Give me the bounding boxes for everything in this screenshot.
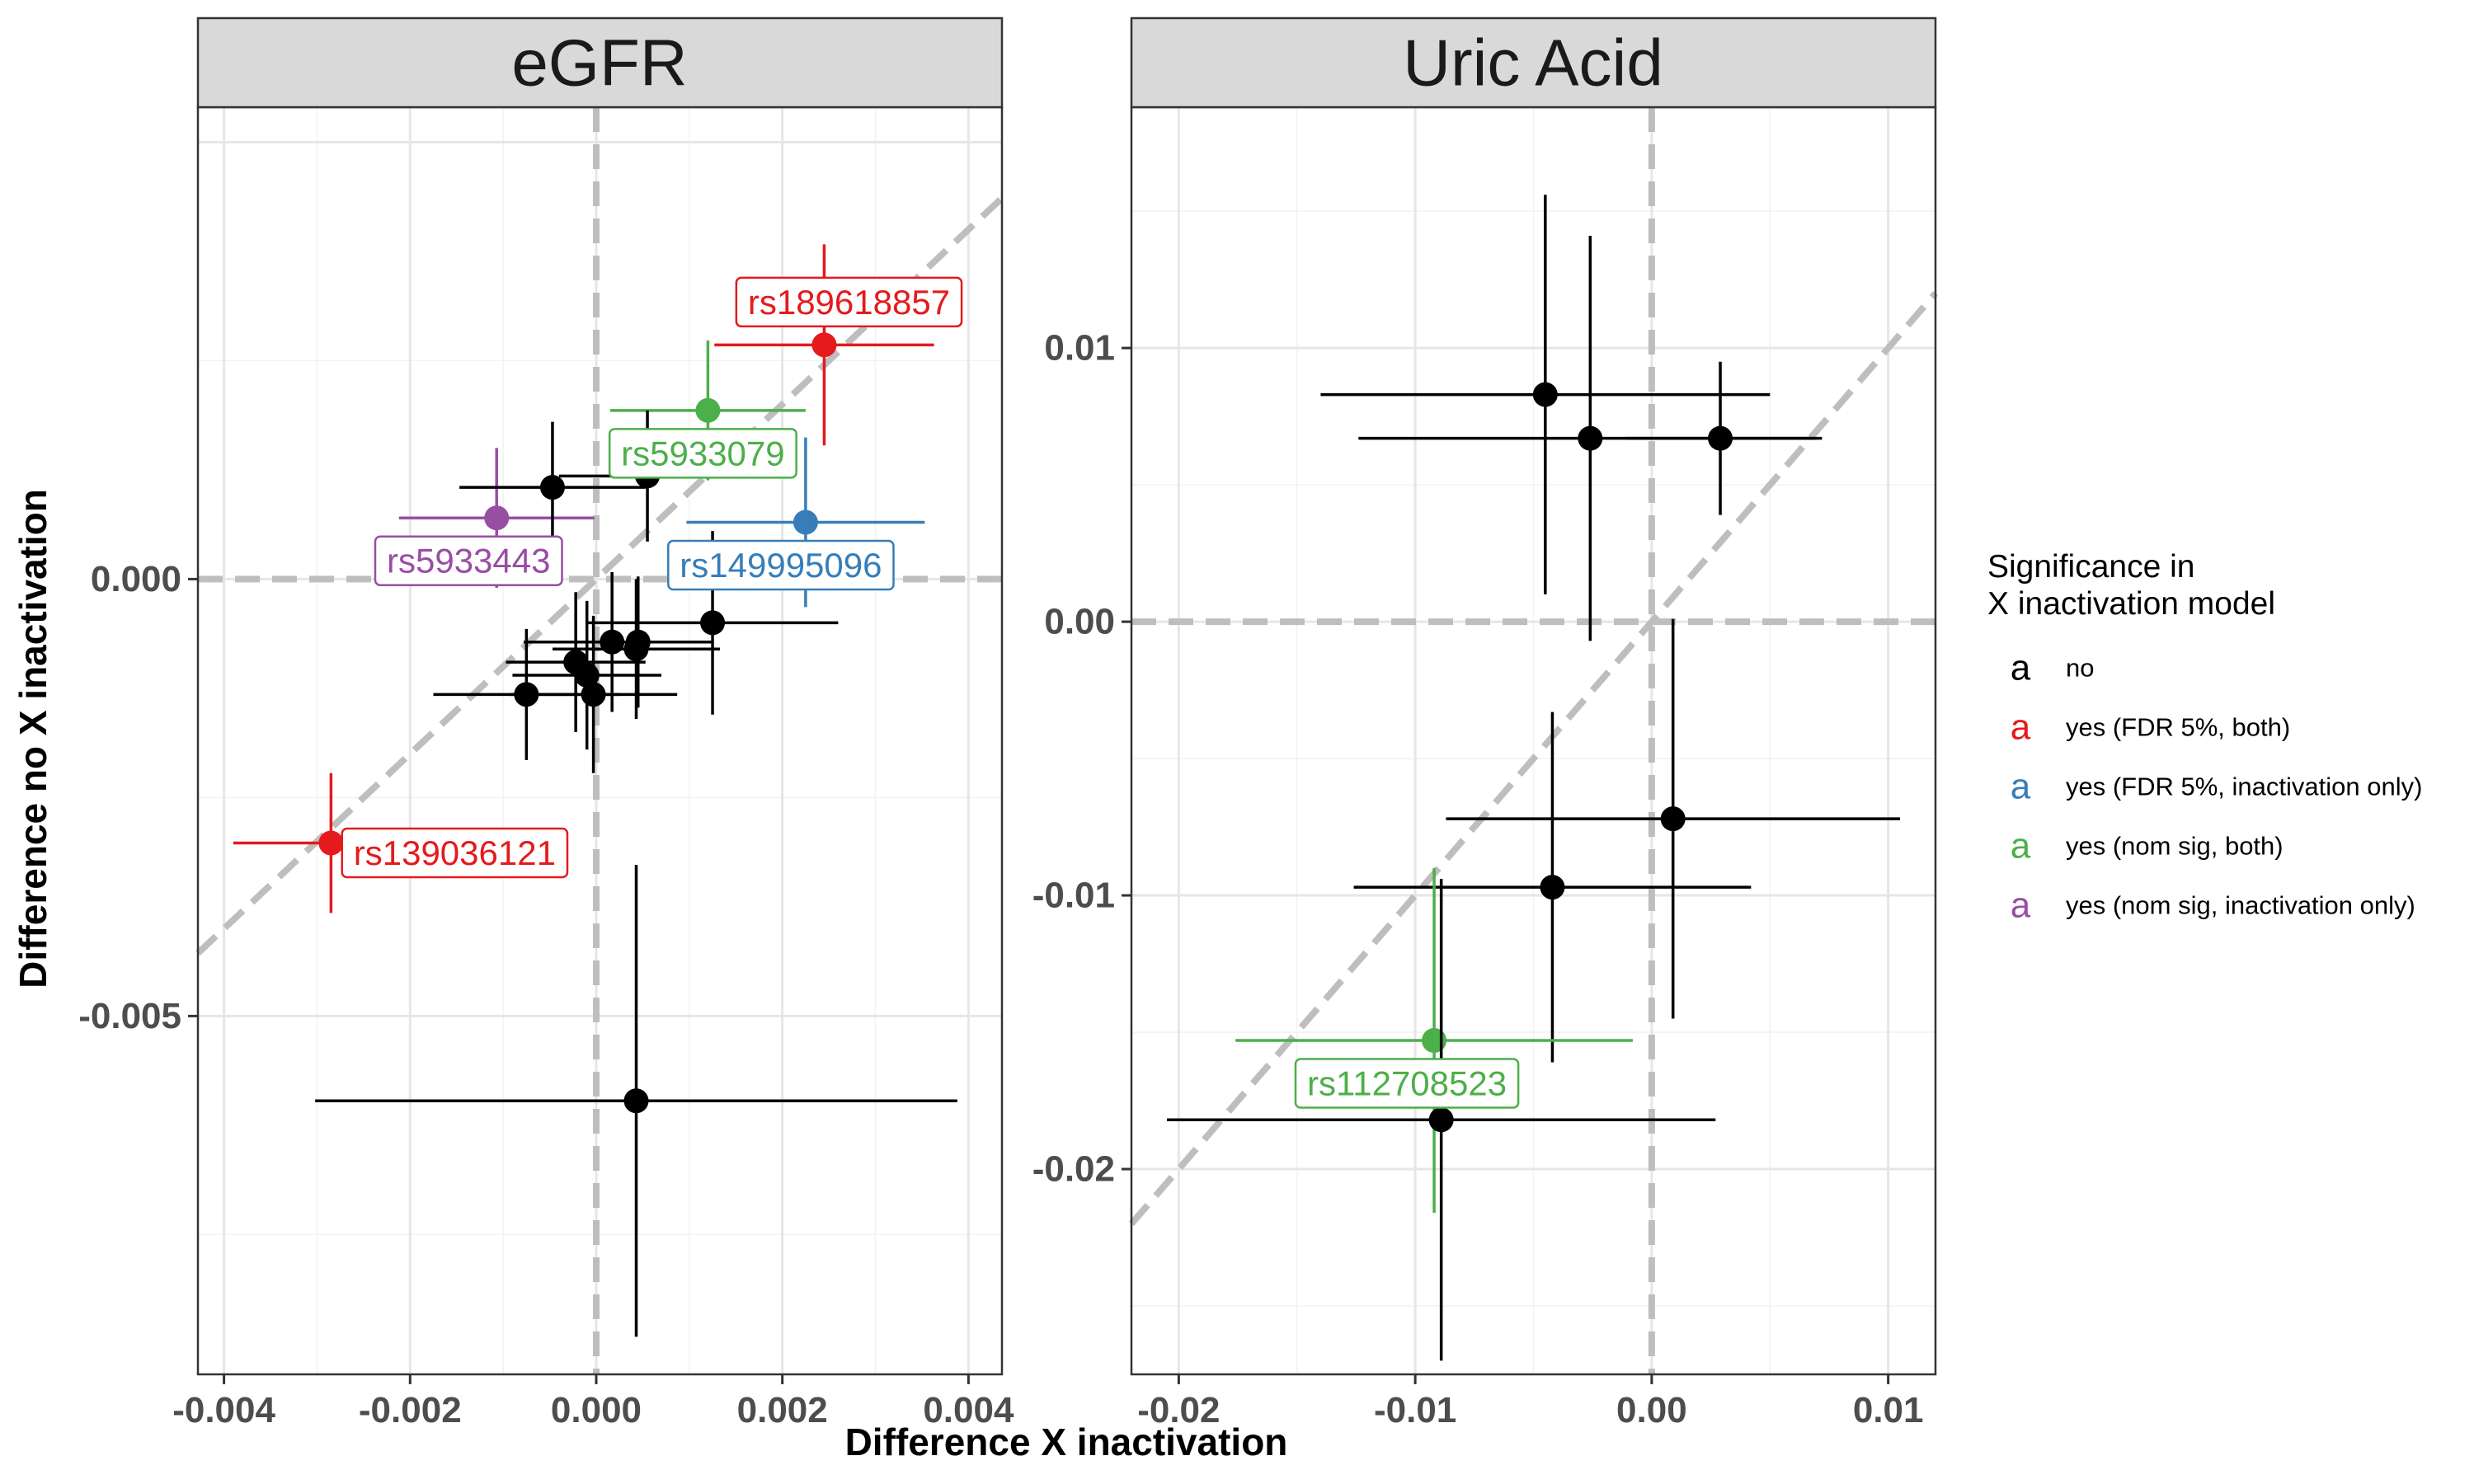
legend-key-glyph: a [2011, 648, 2031, 688]
legend-entry: a yes (FDR 5%, inactivation only) [2011, 767, 2423, 807]
panel-egfr-y-ticks: -0.005 0.000 [78, 559, 198, 1036]
data-point-group [433, 628, 620, 760]
snp-label-box [374, 535, 563, 586]
legend-key-glyph: a [2011, 826, 2031, 866]
snp-label-rs5933443: rs5933443 [374, 535, 563, 586]
data-point [1532, 382, 1558, 407]
legend: Significance in X inactivation model a no… [1987, 549, 2422, 926]
x-tick-label: 0.000 [551, 1390, 642, 1430]
x-tick-label: -0.004 [172, 1390, 275, 1430]
identity-line [1128, 291, 1939, 1227]
data-point-group [1446, 618, 1900, 1019]
legend-key-glyph: a [2011, 885, 2031, 926]
data-point-group [1167, 879, 1716, 1361]
panel-egfr-data-marks [233, 244, 957, 1337]
legend-entry-label: no [2066, 654, 2094, 683]
panel-egfr-title: eGFR [511, 26, 687, 100]
data-point [1422, 1028, 1447, 1054]
snp-label-text: rs139036121 [354, 834, 556, 872]
panel-egfr: rs189618857 rs5933079 rs149995096 rs5933443… [78, 16, 1014, 1430]
data-point-group [1353, 711, 1752, 1063]
snp-label-rs112708523: rs112708523 [1294, 1058, 1520, 1109]
data-point [623, 636, 649, 662]
panel-egfr-x-ticks: -0.004 -0.002 0.000 0.002 0.004 [172, 1374, 1014, 1430]
data-point [318, 830, 344, 856]
x-tick-label: 0.01 [1853, 1390, 1924, 1430]
snp-label-rs5933079: rs5933079 [608, 428, 797, 479]
panel-egfr-point-labels: rs189618857 rs5933079 rs149995096 rs5933443… [341, 276, 963, 879]
snp-label-box [608, 428, 797, 479]
data-point-group [1625, 361, 1815, 515]
data-point [484, 505, 510, 531]
snp-label-text: rs5933079 [621, 434, 785, 472]
y-tick-label: 0.000 [91, 559, 181, 599]
x-tick-label: 0.00 [1616, 1390, 1687, 1430]
x-axis-title: Difference X inactivation [845, 1421, 1288, 1463]
legend-key-glyph: a [2011, 707, 2031, 748]
y-tick-label: -0.01 [1032, 876, 1115, 916]
snp-label-rs139036121: rs139036121 [341, 827, 569, 879]
snp-label-rs149995096: rs149995096 [667, 539, 895, 591]
data-point-group [459, 421, 646, 553]
snp-label-rs189618857: rs189618857 [735, 276, 963, 328]
x-tick-label: 0.002 [737, 1390, 828, 1430]
panel-uric-acid-strip [1130, 16, 1937, 109]
data-point [1540, 875, 1565, 900]
x-tick-label: -0.002 [359, 1390, 462, 1430]
legend-entry-label: yes (FDR 5%, both) [2066, 713, 2290, 742]
panel-uric-acid-title: Uric Acid [1403, 26, 1663, 100]
data-point [1660, 806, 1686, 832]
snp-label-box [341, 827, 569, 879]
y-axis-title: Difference no X inactivation [12, 489, 54, 989]
legend-entry: a yes (nom sig, inactivation only) [2011, 885, 2415, 926]
legend-entry-label: yes (FDR 5%, inactivation only) [2066, 773, 2422, 801]
legend-title-line1: Significance in [1987, 549, 2194, 585]
legend-entry: a no [2011, 648, 2095, 688]
panel-uric-acid-x-ticks: -0.02 -0.01 0.00 0.01 [1137, 1374, 1923, 1430]
snp-label-box [667, 539, 895, 591]
snp-label-text: rs112708523 [1307, 1064, 1507, 1103]
data-point [514, 682, 539, 707]
y-tick-label: 0.01 [1044, 328, 1115, 369]
data-point-group [315, 865, 957, 1337]
panel-uric-acid-point-labels: rs112708523 [1294, 1058, 1520, 1109]
legend-entry-label: yes (nom sig, inactivation only) [2066, 891, 2415, 920]
data-point [700, 610, 726, 636]
legend-key-glyph: a [2011, 767, 2031, 807]
data-point [1428, 1107, 1454, 1133]
panel-egfr-strip [196, 16, 1004, 109]
y-tick-label: 0.00 [1044, 602, 1115, 642]
snp-label-box [1294, 1058, 1520, 1109]
x-tick-label: -0.01 [1374, 1390, 1456, 1430]
snp-label-text: rs189618857 [748, 283, 950, 322]
snp-label-text: rs149995096 [680, 546, 882, 585]
snp-label-box [735, 276, 963, 328]
data-point [811, 332, 837, 358]
legend-entry: a yes (FDR 5%, both) [2011, 707, 2290, 748]
data-point-group [1320, 195, 1771, 594]
legend-entry-label: yes (nom sig, both) [2066, 832, 2284, 861]
data-point [623, 1088, 649, 1114]
x-tick-label: 0.004 [923, 1390, 1014, 1430]
legend-entry: a yes (nom sig, both) [2011, 826, 2284, 866]
data-point [539, 475, 565, 500]
snp-label-text: rs5933443 [387, 542, 551, 580]
data-point [1708, 425, 1733, 451]
data-point [793, 510, 818, 535]
data-point-group [552, 579, 721, 719]
y-tick-label: -0.02 [1032, 1149, 1115, 1190]
x-tick-label: -0.02 [1137, 1390, 1220, 1430]
panel-uric-acid-data-marks [1167, 195, 1900, 1361]
panel-uric-acid-y-ticks: -0.02 -0.01 0.00 0.01 [1032, 328, 1131, 1190]
panel-uric-acid-reference-lines [1128, 107, 1939, 1374]
panel-uric-acid: rs112708523 Uric Acid -0.02 -0.01 0.00 0.01… [1032, 16, 1939, 1430]
data-point [1578, 425, 1603, 451]
data-point [695, 397, 721, 423]
legend-title-line2: X inactivation model [1987, 586, 2275, 622]
legend-entries: a no a yes (FDR 5%, both) a yes (FDR 5%, inac… [2011, 648, 2423, 926]
y-tick-label: -0.005 [78, 996, 181, 1036]
panel-uric-acid-minor-gridlines [1131, 107, 1935, 1374]
